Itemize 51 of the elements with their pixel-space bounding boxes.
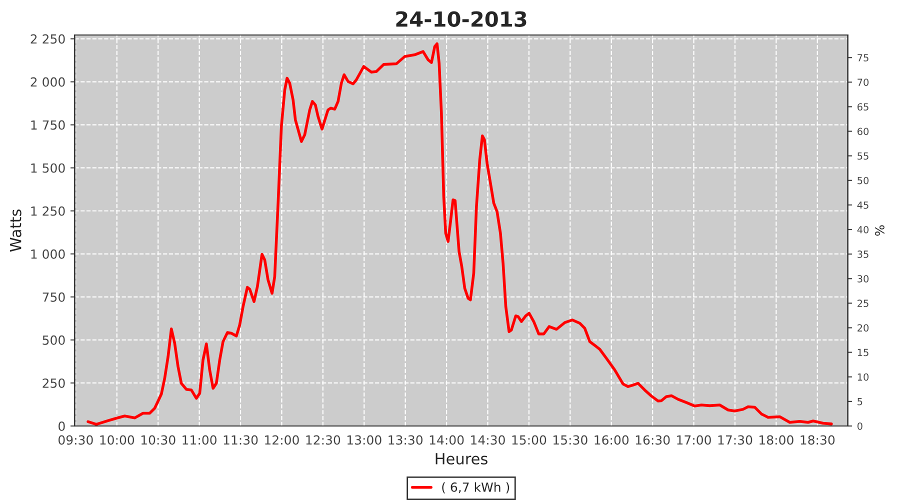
y2-tick-label: 35 <box>858 250 868 258</box>
x-tick-label: 13:00 <box>347 435 382 445</box>
y-tick-label: 500 <box>42 335 65 345</box>
y2-axis-title: % <box>874 225 884 236</box>
x-tick-label: 14:30 <box>471 435 505 445</box>
y2-tick-label: 30 <box>858 275 869 282</box>
y2-tick-label: 0 <box>857 422 862 430</box>
y-tick-label: 1 750 <box>31 120 65 130</box>
x-tick-label: 17:30 <box>718 435 752 445</box>
y2-tick-label: 70 <box>858 78 869 86</box>
y2-tick-label: 65 <box>858 103 868 111</box>
y2-tick-label: 25 <box>858 300 868 308</box>
y2-tick-label: 40 <box>857 226 869 234</box>
y2-tick-label: 75 <box>858 54 868 62</box>
line-series <box>86 42 833 426</box>
x-tick-label: 10:30 <box>141 435 176 445</box>
y2-tick-label: 10 <box>858 373 869 381</box>
y-tick-label: 750 <box>42 292 65 302</box>
x-tick-label: 10:00 <box>100 435 134 445</box>
x-tick-label: 11:00 <box>182 435 216 445</box>
y-tick-label: 1 250 <box>31 206 65 216</box>
legend-label: ( 6,7 kWh ) <box>442 482 510 494</box>
x-tick-label: 13:30 <box>388 435 423 445</box>
y2-tick-label: 15 <box>858 348 868 356</box>
y-tick-label: 1 000 <box>31 249 65 259</box>
y2-tick-label: 50 <box>858 176 869 184</box>
y-tick-label: 0 <box>58 421 65 431</box>
x-axis-title: Heures <box>436 453 488 465</box>
x-tick-label: 18:00 <box>760 435 794 445</box>
x-tick-label: 12:30 <box>306 435 340 445</box>
y2-tick-label: 20 <box>858 324 869 332</box>
x-tick-label: 14:00 <box>430 435 464 445</box>
x-tick-label: 18:30 <box>800 435 835 445</box>
x-tick-label: 15:30 <box>554 435 588 445</box>
y2-tick-label: 60 <box>858 128 869 136</box>
x-tick-label: 15:00 <box>512 435 546 445</box>
y2-tick-label: 45 <box>857 202 868 209</box>
x-tick-label: 09:30 <box>58 435 93 445</box>
x-tick-label: 16:00 <box>594 435 629 445</box>
y-tick-label: 2 250 <box>30 34 65 44</box>
x-tick-label: 12:00 <box>265 435 299 445</box>
x-tick-label: 16:30 <box>636 435 670 445</box>
chart-title: 24-10-2013 <box>396 11 526 27</box>
x-tick-label: 11:30 <box>224 435 258 445</box>
y2-tick-label: 55 <box>858 152 868 160</box>
x-tick-label: 17:00 <box>677 435 711 445</box>
y-tick-label: 2 000 <box>30 77 65 87</box>
y2-tick-label: 5 <box>858 398 862 406</box>
y-axis-title: Watts <box>10 210 22 252</box>
y-tick-label: 250 <box>42 378 65 388</box>
y-tick-label: 1 500 <box>31 163 65 173</box>
